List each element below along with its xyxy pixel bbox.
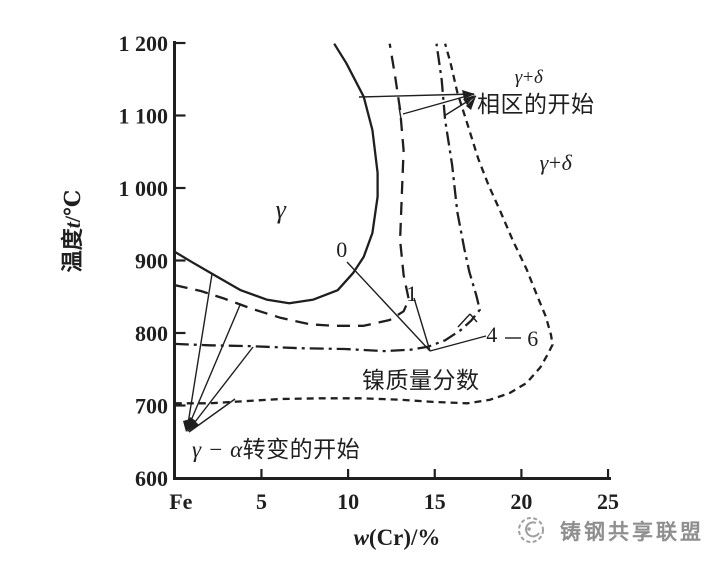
label-ni-1: 1 [406, 281, 418, 306]
top-arrowhead [463, 95, 475, 105]
ni-mass-fraction-label: 镍质量分数 [362, 368, 480, 393]
bl-arrowhead [186, 417, 196, 432]
y-axis-title: 温度t/℃ [60, 190, 85, 273]
x-tick-label: Fe [169, 489, 192, 514]
watermark [518, 517, 544, 543]
y-tick-label: 1 200 [119, 31, 169, 56]
watermark-logo-swirl-icon [525, 521, 540, 538]
y-tick-label: 900 [135, 249, 168, 274]
x-axis-title: w(Cr)/% [354, 525, 441, 550]
top-leader-to-dash [402, 93, 475, 115]
y-tick-label: 1 100 [119, 104, 169, 129]
y-tick-label: 1 000 [119, 176, 169, 201]
mid-leader-to-1 [413, 297, 431, 352]
phase-region-start-label: 相区的开始 [477, 92, 595, 117]
curve-ni-0 [174, 43, 379, 305]
bl-leader-to-shortdash [188, 398, 236, 433]
label-ni-6: 6 [527, 326, 539, 351]
x-tick-label: 10 [337, 489, 359, 514]
gamma-delta-large-label: γ+δ [540, 150, 573, 175]
watermark-logo-icon [518, 517, 544, 543]
x-tick-label: 15 [424, 489, 446, 514]
label-ni-0: 0 [336, 237, 348, 262]
watermark-logo-dot-icon [527, 527, 531, 531]
bl-arrowhead [187, 420, 199, 432]
y-tick-label: 600 [135, 466, 168, 491]
bl-leader-to-dashdot [187, 346, 254, 432]
mid-leader-to-0 [346, 261, 431, 352]
watermark-text: 铸钢共享联盟 [560, 520, 704, 544]
bl-leader-to-dash [186, 304, 241, 431]
top-leader-to-solid [358, 93, 475, 98]
x-tick-label: 20 [510, 489, 532, 514]
y-tick-label: 800 [135, 321, 168, 346]
x-tick-label: 25 [597, 489, 619, 514]
mid-kink-b [469, 313, 478, 323]
top-arrowhead [466, 96, 476, 110]
curve-ni-6 [174, 43, 554, 405]
curve-ni-4 [174, 43, 481, 353]
curve-ni-1 [174, 43, 410, 327]
x-tick-label: 5 [256, 489, 267, 514]
mid-leader-to-4 [429, 335, 487, 352]
gamma-delta-small-label: γ+δ [515, 67, 544, 88]
bl-leader-to-solid [186, 273, 213, 431]
top-leader-crossbar [398, 106, 402, 120]
top-arrowhead [462, 90, 475, 99]
bl-arrowhead [183, 419, 190, 432]
gamma-region-label: γ [276, 195, 287, 224]
mid-kink-a [457, 313, 471, 328]
gamma-alpha-start-label: γ − α转变的开始 [192, 437, 360, 462]
label-ni-4: 4 [486, 322, 498, 347]
y-tick-label: 700 [135, 394, 168, 419]
